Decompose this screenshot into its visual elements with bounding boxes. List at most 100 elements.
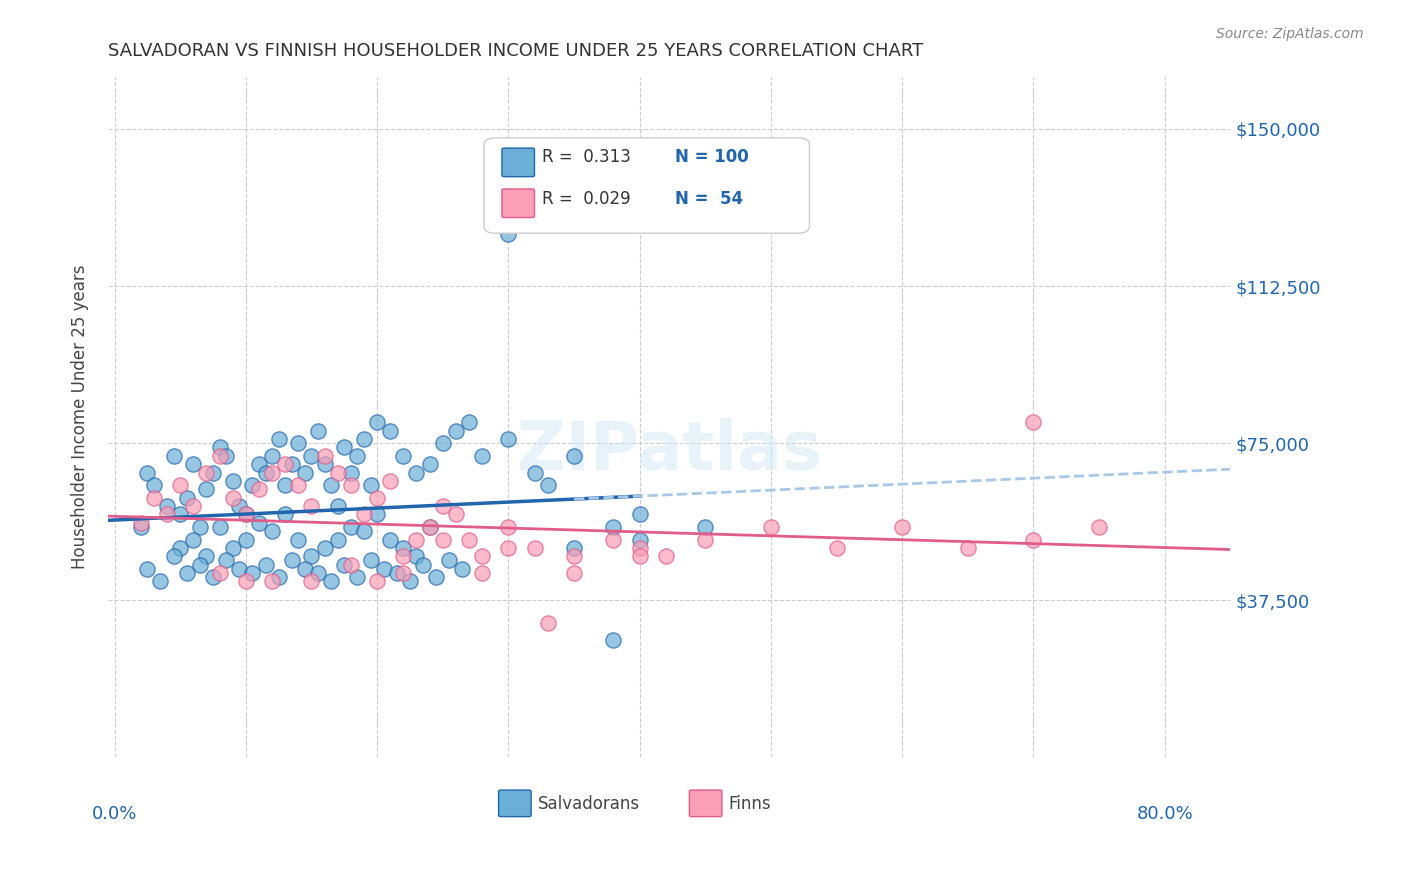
Text: N = 100: N = 100 <box>675 148 748 166</box>
Finns <box>392 549 415 564</box>
Salvadorans <box>142 478 165 492</box>
Finns <box>235 508 257 522</box>
Salvadorans <box>458 415 481 429</box>
Salvadorans <box>399 574 422 589</box>
Finns <box>956 541 979 555</box>
FancyBboxPatch shape <box>502 148 534 177</box>
Salvadorans <box>294 562 316 576</box>
Finns <box>432 499 454 513</box>
Finns <box>235 574 257 589</box>
Finns <box>562 549 585 564</box>
Salvadorans <box>392 449 415 463</box>
Finns <box>366 574 388 589</box>
Finns <box>208 449 231 463</box>
Finns <box>208 566 231 580</box>
Salvadorans <box>274 478 297 492</box>
FancyBboxPatch shape <box>484 138 810 233</box>
FancyBboxPatch shape <box>502 189 534 218</box>
Finns <box>602 533 624 547</box>
Salvadorans <box>340 466 363 480</box>
Salvadorans <box>537 478 560 492</box>
Salvadorans <box>412 558 434 572</box>
Salvadorans <box>162 449 184 463</box>
Salvadorans <box>176 491 198 505</box>
Salvadorans <box>208 520 231 534</box>
Text: Finns: Finns <box>728 795 772 813</box>
Finns <box>1022 415 1045 429</box>
Salvadorans <box>444 424 467 438</box>
Salvadorans <box>254 558 277 572</box>
Salvadorans <box>695 520 717 534</box>
Salvadorans <box>451 562 474 576</box>
Salvadorans <box>366 508 388 522</box>
Text: 0.0%: 0.0% <box>91 805 138 823</box>
Salvadorans <box>439 553 461 567</box>
Finns <box>523 541 546 555</box>
Finns <box>759 520 782 534</box>
Finns <box>562 566 585 580</box>
Salvadorans <box>195 483 218 497</box>
Text: R =  0.313: R = 0.313 <box>543 148 631 166</box>
Finns <box>392 566 415 580</box>
Salvadorans <box>360 478 382 492</box>
Salvadorans <box>254 466 277 480</box>
FancyBboxPatch shape <box>689 790 721 817</box>
Text: 80.0%: 80.0% <box>1136 805 1194 823</box>
Salvadorans <box>392 541 415 555</box>
Salvadorans <box>405 549 427 564</box>
Salvadorans <box>562 541 585 555</box>
Text: N =  54: N = 54 <box>675 190 742 208</box>
Salvadorans <box>136 562 159 576</box>
Salvadorans <box>215 449 238 463</box>
Salvadorans <box>222 541 245 555</box>
Finns <box>825 541 848 555</box>
Salvadorans <box>287 436 309 450</box>
Finns <box>262 574 284 589</box>
Text: Salvadorans: Salvadorans <box>538 795 640 813</box>
Finns <box>628 541 651 555</box>
Salvadorans <box>208 441 231 455</box>
Salvadorans <box>262 449 284 463</box>
Salvadorans <box>307 566 329 580</box>
Finns <box>301 574 323 589</box>
Finns <box>444 508 467 522</box>
Finns <box>142 491 165 505</box>
Salvadorans <box>628 508 651 522</box>
Salvadorans <box>360 553 382 567</box>
Salvadorans <box>281 457 304 471</box>
Finns <box>695 533 717 547</box>
Finns <box>181 499 204 513</box>
Finns <box>380 474 402 488</box>
Salvadorans <box>314 457 336 471</box>
Salvadorans <box>222 474 245 488</box>
Salvadorans <box>149 574 172 589</box>
Salvadorans <box>321 478 343 492</box>
Salvadorans <box>385 566 408 580</box>
Salvadorans <box>321 574 343 589</box>
Salvadorans <box>136 466 159 480</box>
FancyBboxPatch shape <box>499 790 531 817</box>
Y-axis label: Householder Income Under 25 years: Householder Income Under 25 years <box>72 265 89 569</box>
Salvadorans <box>176 566 198 580</box>
Finns <box>222 491 245 505</box>
Salvadorans <box>235 508 257 522</box>
Salvadorans <box>162 549 184 564</box>
Finns <box>262 466 284 480</box>
Finns <box>628 549 651 564</box>
Salvadorans <box>380 533 402 547</box>
Finns <box>340 558 363 572</box>
Finns <box>314 449 336 463</box>
Salvadorans <box>156 499 179 513</box>
Salvadorans <box>242 566 264 580</box>
Finns <box>498 541 520 555</box>
Finns <box>891 520 914 534</box>
Finns <box>537 616 560 631</box>
Salvadorans <box>195 549 218 564</box>
Finns <box>655 549 678 564</box>
Salvadorans <box>267 432 290 446</box>
Salvadorans <box>267 570 290 584</box>
Salvadorans <box>228 499 250 513</box>
Salvadorans <box>201 570 224 584</box>
Salvadorans <box>228 562 250 576</box>
Finns <box>287 478 309 492</box>
